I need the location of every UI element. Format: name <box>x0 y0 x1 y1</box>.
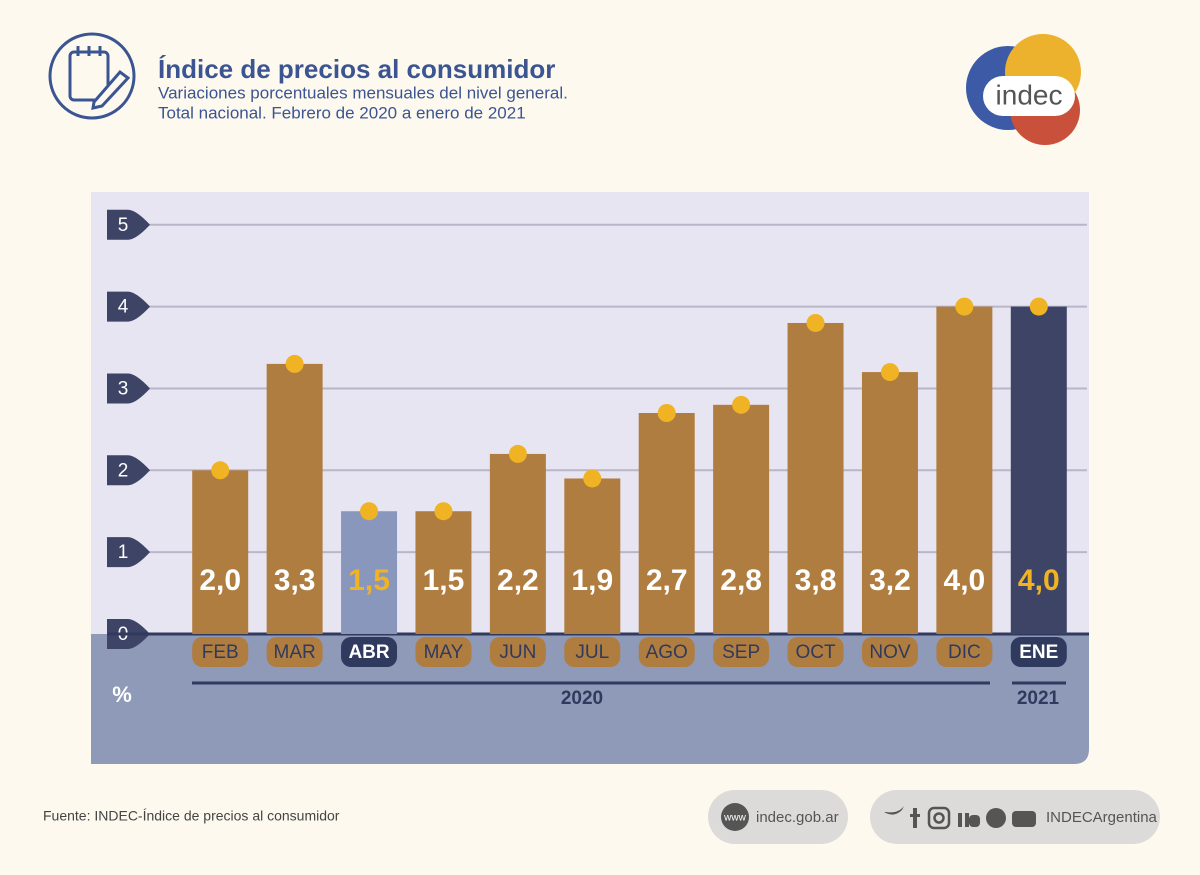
category-pill <box>713 637 770 667</box>
social-icons <box>884 806 1036 830</box>
www-icon <box>721 803 749 831</box>
y-tick-label: 1 <box>118 542 129 563</box>
x-tick-label: JUL <box>575 642 609 663</box>
logo-text: indec <box>996 79 1063 110</box>
category-pill <box>1010 637 1067 667</box>
bar <box>564 478 621 634</box>
category-pill <box>489 637 546 667</box>
year-label: 2020 <box>561 688 603 709</box>
category-pill <box>564 637 621 667</box>
category-pill <box>266 637 323 667</box>
value-label: 2,2 <box>497 564 539 597</box>
bar <box>341 511 398 634</box>
x-tick-label: AGO <box>646 642 688 663</box>
x-tick-label: DIC <box>948 642 981 663</box>
point <box>806 313 825 332</box>
source: Fuente: INDEC-Índice de precios al consu… <box>43 808 340 824</box>
x-tick-label: ENE <box>1019 642 1058 663</box>
value-label: 1,9 <box>571 564 613 597</box>
y-tick-bubble <box>107 455 150 486</box>
category-pill <box>861 637 918 667</box>
x-tick-label: MAR <box>274 642 316 663</box>
y-tick-label: 4 <box>118 297 129 318</box>
bar <box>415 511 472 634</box>
bar <box>192 470 249 634</box>
point <box>211 461 230 480</box>
value-label: 3,2 <box>869 564 911 597</box>
category-pill <box>787 637 844 667</box>
bar <box>936 306 993 634</box>
x-tick-label: FEB <box>202 642 239 663</box>
bar <box>638 413 695 634</box>
website-pill <box>708 790 848 844</box>
x-tick-label: NOV <box>869 642 911 663</box>
logo <box>966 34 1081 145</box>
point <box>434 502 453 521</box>
bar <box>1010 306 1067 634</box>
y-tick-bubble <box>107 537 150 568</box>
chart-title: Índice de precios al consumidor <box>158 54 555 84</box>
category-pill <box>936 637 993 667</box>
category-pill <box>415 637 472 667</box>
header-icon <box>48 32 136 120</box>
value-label: 1,5 <box>348 564 390 597</box>
bar <box>713 404 770 634</box>
axis-band <box>91 634 1089 764</box>
value-label: 2,0 <box>199 564 241 597</box>
subtitle: Variaciones porcentuales mensuales del n… <box>158 83 568 102</box>
point <box>880 363 899 382</box>
y-tick-bubble <box>107 209 150 240</box>
website: indec.gob.ar <box>756 809 839 826</box>
value-label: 3,8 <box>795 564 837 597</box>
point <box>360 502 379 521</box>
category-pill <box>638 637 695 667</box>
y-tick-bubble <box>107 373 150 404</box>
value-label: 2,8 <box>720 564 762 597</box>
x-tick-label: SEP <box>722 642 760 663</box>
category-pill <box>341 637 398 667</box>
point <box>657 404 676 422</box>
value-label: 3,3 <box>274 564 316 597</box>
value-label: 1,5 <box>423 564 465 597</box>
y-tick-label: 5 <box>118 215 129 236</box>
point <box>285 354 304 373</box>
bar <box>787 322 844 634</box>
social-handle: INDECArgentina <box>1046 809 1158 826</box>
bar <box>266 363 323 634</box>
category-pill <box>192 637 249 667</box>
bar <box>861 372 918 634</box>
x-tick-label: JUN <box>499 642 536 663</box>
point <box>732 395 751 414</box>
value-label: 2,7 <box>646 564 688 597</box>
x-tick-label: MAY <box>424 642 464 663</box>
point <box>508 444 527 463</box>
point <box>583 469 602 488</box>
point <box>955 297 974 316</box>
point <box>1029 297 1048 316</box>
unit-label: % <box>112 682 132 707</box>
value-label: 4,0 <box>1018 564 1060 597</box>
x-tick-label: OCT <box>795 642 836 663</box>
y-tick-label: 2 <box>118 460 129 481</box>
x-tick-label: ABR <box>348 642 389 663</box>
subtitle: Total nacional. Febrero de 2020 a enero … <box>158 103 526 122</box>
y-tick-bubble <box>107 291 150 322</box>
www-text: www <box>723 813 746 824</box>
year-label: 2021 <box>1017 688 1060 709</box>
value-label: 4,0 <box>944 564 986 597</box>
y-tick-label: 3 <box>118 378 129 399</box>
bar <box>489 453 546 634</box>
